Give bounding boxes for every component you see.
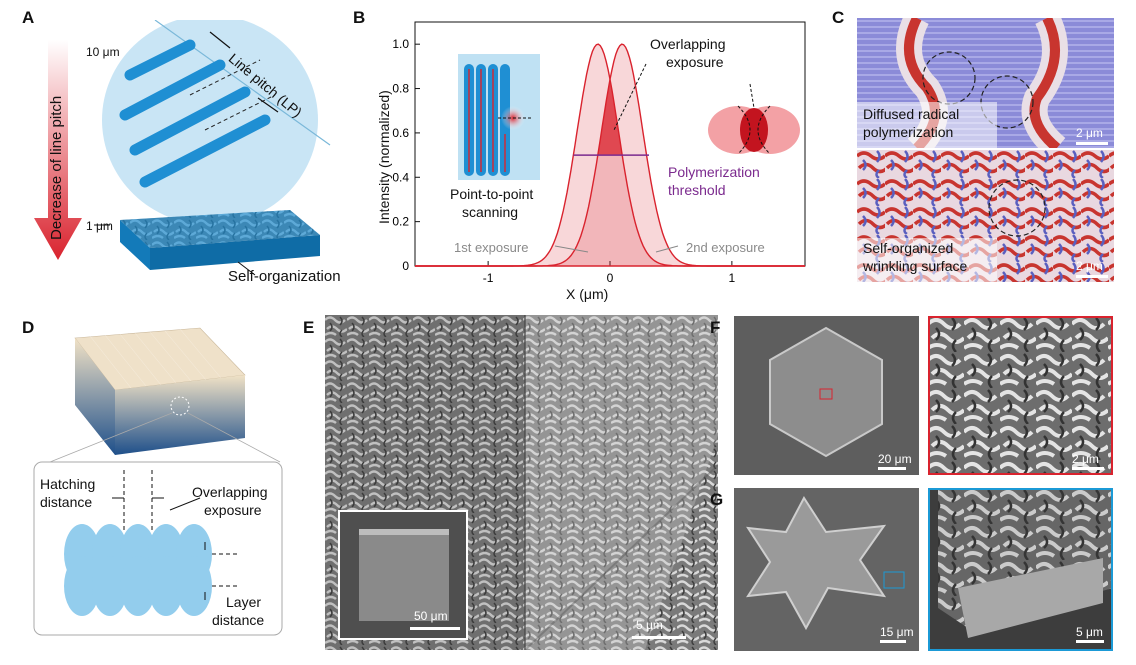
y-tick-label: 0 bbox=[402, 259, 409, 273]
hexagon-sem-image bbox=[734, 316, 919, 475]
layer-label-1: Layer bbox=[226, 594, 262, 610]
x-tick-label: 1 bbox=[729, 271, 736, 285]
y-tick-label: 0.8 bbox=[392, 82, 409, 96]
hatching-label-1: Hatching bbox=[40, 476, 96, 492]
e-main-scale-label: 5 μm bbox=[636, 618, 663, 632]
x-tick-label: -1 bbox=[483, 271, 494, 285]
first-exposure-label: 1st exposure bbox=[454, 240, 529, 255]
d-overlap-label-2: exposure bbox=[204, 502, 262, 518]
intensity-chart: 0 0.2 0.4 0.6 0.8 1.0 -1 0 1 bbox=[392, 21, 806, 285]
f-left-scale-label: 20 μm bbox=[878, 452, 912, 466]
g-right-scale-label: 5 μm bbox=[1076, 625, 1103, 639]
c-top-scale-bar bbox=[1076, 142, 1108, 145]
y-tick-label: 1.0 bbox=[392, 37, 409, 51]
e-inset-scale-label: 50 μm bbox=[414, 609, 448, 623]
panel-letter-d: D bbox=[22, 318, 35, 337]
y-axis-label: Intensity (normalized) bbox=[376, 90, 392, 224]
panel-a-illustration bbox=[34, 20, 331, 276]
g-left-scale-bar bbox=[880, 640, 906, 643]
overlap-region bbox=[598, 79, 622, 156]
label-1um: 1 μm bbox=[86, 219, 113, 233]
star-zoom-image bbox=[928, 488, 1113, 651]
overlap-label-1: Overlapping bbox=[650, 36, 726, 52]
voxel-ellipses bbox=[64, 524, 212, 616]
c-top-label-1: Diffused radical bbox=[863, 106, 960, 122]
x-tick-label: 0 bbox=[607, 271, 614, 285]
panel-d-illustration bbox=[33, 327, 283, 636]
self-organized-block bbox=[120, 210, 320, 270]
overlap-inset bbox=[708, 83, 800, 155]
c-bottom-label-1: Self-organized bbox=[863, 240, 954, 256]
c-top-scale-label: 2 μm bbox=[1076, 126, 1103, 140]
c-top-label-2: polymerization bbox=[863, 124, 954, 140]
star-sem-image bbox=[734, 488, 919, 651]
decrease-arrow bbox=[34, 40, 82, 260]
hatching-label-2: distance bbox=[40, 494, 93, 510]
c-bottom-scale-label: 2 μm bbox=[1076, 259, 1103, 273]
hexagon-zoom-image bbox=[928, 316, 1113, 475]
threshold-label-1: Polymerization bbox=[668, 164, 760, 180]
y-tick-label: 0.2 bbox=[392, 215, 409, 229]
wrinkling-surface-image bbox=[857, 150, 1114, 282]
f-left-scale-bar bbox=[878, 467, 906, 470]
polymer-lines bbox=[119, 39, 271, 188]
y-tick-label: 0.4 bbox=[392, 170, 409, 184]
diffused-radical-image bbox=[857, 18, 1114, 148]
panel-letter-f: F bbox=[710, 318, 721, 337]
panel-letter-b: B bbox=[353, 8, 366, 27]
scan-label-2: scanning bbox=[462, 204, 519, 220]
e-main-scale-bar bbox=[632, 636, 686, 639]
panel-letter-a: A bbox=[22, 8, 35, 27]
second-exposure-label: 2nd exposure bbox=[686, 240, 765, 255]
f-right-scale-bar bbox=[1072, 467, 1104, 470]
magnified-region bbox=[102, 20, 318, 225]
scan-label-1: Point-to-point bbox=[450, 186, 534, 202]
panel-letter-g: G bbox=[710, 490, 724, 509]
d-overlap-label-1: Overlapping bbox=[192, 484, 268, 500]
threshold-label-2: threshold bbox=[668, 182, 726, 198]
scanning-inset bbox=[458, 54, 540, 180]
panel-letter-c: C bbox=[832, 8, 845, 27]
self-organization-label: Self-organization bbox=[228, 268, 341, 285]
c-bottom-scale-bar bbox=[1076, 275, 1108, 278]
g-right-scale-bar bbox=[1076, 640, 1104, 643]
label-10um: 10 μm bbox=[86, 45, 120, 59]
f-right-scale-label: 2 μm bbox=[1072, 452, 1099, 466]
y-tick-label: 0.6 bbox=[392, 126, 409, 140]
panel-letter-e: E bbox=[303, 318, 315, 337]
decrease-label: Decrease of line pitch bbox=[48, 95, 65, 240]
x-axis-label: X (μm) bbox=[566, 286, 609, 302]
g-left-scale-label: 15 μm bbox=[880, 625, 914, 639]
e-inset-scale-bar bbox=[410, 627, 460, 630]
sem-cube-image bbox=[325, 315, 718, 650]
c-bottom-label-2: wrinkling surface bbox=[863, 258, 968, 274]
overlap-label-2: exposure bbox=[666, 54, 724, 70]
layer-label-2: distance bbox=[212, 612, 265, 628]
